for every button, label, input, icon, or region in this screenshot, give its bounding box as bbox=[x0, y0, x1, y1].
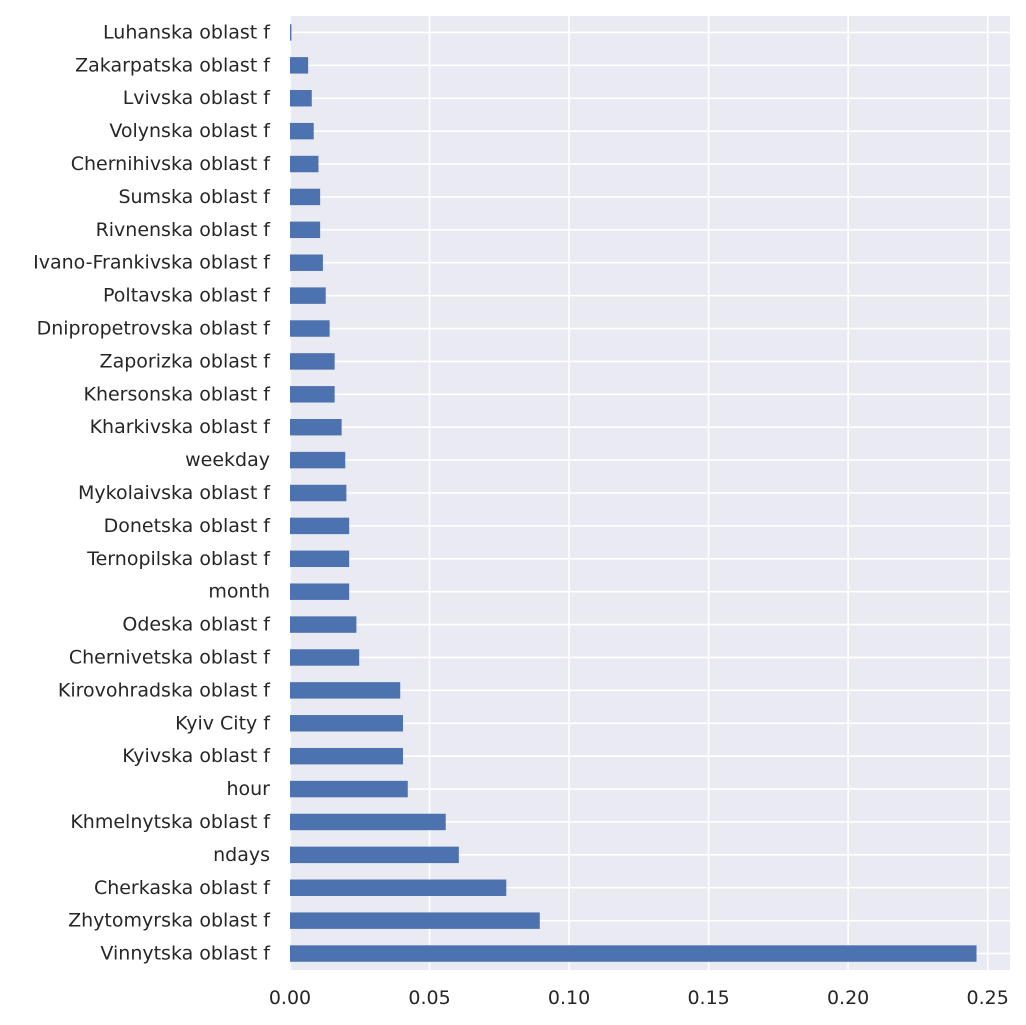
y-tick-label: Rivnenska oblast f bbox=[96, 219, 272, 241]
x-tick-label: 0.20 bbox=[827, 987, 869, 1009]
bar bbox=[290, 418, 342, 436]
y-tick-label: Odeska oblast f bbox=[122, 614, 271, 636]
bar bbox=[290, 353, 335, 370]
x-tick-label: 0.00 bbox=[269, 987, 311, 1009]
bar bbox=[290, 550, 350, 568]
bar bbox=[290, 287, 326, 304]
bar bbox=[290, 221, 321, 239]
x-tick-label: 0.05 bbox=[408, 987, 450, 1009]
y-tick-label: Poltavska oblast f bbox=[103, 285, 271, 307]
bar bbox=[290, 813, 446, 831]
y-tick-label: Khmelnytska oblast f bbox=[70, 811, 271, 833]
bar bbox=[290, 484, 347, 502]
bar bbox=[290, 254, 323, 271]
y-tick-label: Kirovohradska oblast f bbox=[58, 679, 271, 701]
y-tick-label: weekday bbox=[185, 449, 270, 471]
x-tick-label: 0.15 bbox=[687, 987, 729, 1009]
x-tick-label: 0.25 bbox=[967, 987, 1009, 1009]
y-tick-label: Ivano-Frankivska oblast f bbox=[33, 252, 271, 274]
y-tick-label: Volynska oblast f bbox=[109, 120, 271, 142]
bar bbox=[290, 451, 346, 469]
y-tick-label: Chernihivska oblast f bbox=[71, 153, 272, 175]
bar bbox=[290, 583, 350, 600]
bar bbox=[290, 945, 977, 962]
bar bbox=[290, 649, 360, 666]
bar bbox=[290, 912, 540, 929]
bar bbox=[290, 517, 350, 535]
bar bbox=[290, 780, 408, 798]
x-tick-label: 0.10 bbox=[548, 987, 590, 1009]
y-tick-label: hour bbox=[226, 778, 270, 800]
bar bbox=[290, 90, 312, 107]
bar bbox=[290, 188, 321, 206]
y-tick-label: Chernivetska oblast f bbox=[69, 646, 271, 668]
bar bbox=[290, 879, 507, 896]
bar bbox=[290, 616, 357, 633]
y-tick-label: Kharkivska oblast f bbox=[90, 416, 272, 438]
y-tick-label: Zhytomyrska oblast f bbox=[68, 910, 271, 932]
y-tick-label: Dnipropetrovska oblast f bbox=[37, 318, 272, 340]
y-tick-label: Cherkaska oblast f bbox=[94, 877, 271, 899]
bar bbox=[290, 715, 404, 732]
y-tick-label: Kyivska oblast f bbox=[122, 745, 271, 767]
y-tick-label: month bbox=[208, 581, 270, 603]
y-tick-label: Vinnytska oblast f bbox=[100, 943, 271, 965]
bar bbox=[290, 747, 404, 765]
y-tick-label: Zaporizka oblast f bbox=[100, 350, 272, 372]
bar bbox=[290, 122, 314, 140]
bar bbox=[290, 24, 292, 41]
y-tick-label: Zakarpatska oblast f bbox=[75, 54, 271, 76]
bar bbox=[290, 386, 335, 403]
y-tick-label: Kyiv City f bbox=[175, 712, 271, 734]
y-tick-label: Ternopilska oblast f bbox=[86, 548, 271, 570]
bar bbox=[290, 320, 330, 337]
bar bbox=[290, 846, 459, 864]
y-tick-label: Luhanska oblast f bbox=[103, 21, 271, 43]
y-tick-label: ndays bbox=[213, 844, 270, 866]
bar bbox=[290, 682, 401, 699]
y-tick-label: Mykolaivska oblast f bbox=[78, 482, 271, 504]
y-tick-label: Sumska oblast f bbox=[118, 186, 271, 208]
bar bbox=[290, 155, 319, 173]
bar bbox=[290, 57, 309, 74]
y-tick-label: Donetska oblast f bbox=[104, 515, 272, 537]
y-tick-label: Khersonska oblast f bbox=[83, 383, 271, 405]
y-tick-label: Lvivska oblast f bbox=[123, 87, 272, 109]
